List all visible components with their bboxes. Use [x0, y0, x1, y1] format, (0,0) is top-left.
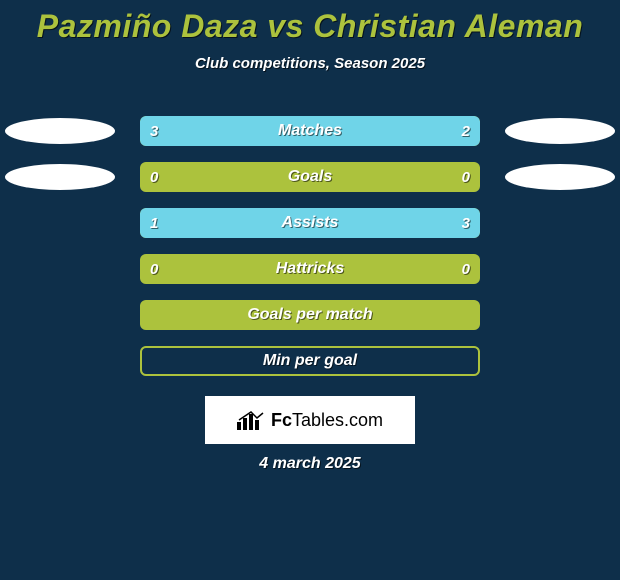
stat-label: Goals per match: [140, 300, 480, 330]
chart-area: Matches32Goals00Assists13Hattricks00Goal…: [0, 108, 620, 384]
stat-bar: Goals per match: [140, 300, 480, 330]
stat-bar: Matches32: [140, 116, 480, 146]
stat-row-assists: Assists13: [0, 200, 620, 246]
fctables-logo: FcTables.com: [205, 396, 415, 444]
team-right-oval: [505, 118, 615, 144]
logo-text: FcTables.com: [271, 410, 383, 431]
stat-row-mpg: Min per goal: [0, 338, 620, 384]
value-left: 0: [150, 162, 158, 192]
value-right: 0: [462, 162, 470, 192]
page-title: Pazmiño Daza vs Christian Aleman: [0, 0, 620, 45]
stat-label: Min per goal: [142, 348, 478, 374]
comparison-infographic: Pazmiño Daza vs Christian Aleman Club co…: [0, 0, 620, 580]
bar-fill-right: [344, 116, 480, 146]
stat-label: Goals: [140, 162, 480, 192]
team-left-oval: [5, 164, 115, 190]
stat-bar: Assists13: [140, 208, 480, 238]
stat-bar: Goals0 0: [140, 162, 480, 192]
team-right-oval: [505, 164, 615, 190]
value-left: 0: [150, 254, 158, 284]
stat-row-goals: Goals0 0: [0, 154, 620, 200]
stat-bar: Hattricks0 0: [140, 254, 480, 284]
bar-fill-right: [225, 208, 480, 238]
bar-fill-left: [140, 208, 225, 238]
bar-chart-icon: [237, 410, 265, 430]
subtitle: Club competitions, Season 2025: [0, 55, 620, 72]
stat-bar: Min per goal: [140, 346, 480, 376]
stat-row-hattricks: Hattricks0 0: [0, 246, 620, 292]
team-left-oval: [5, 118, 115, 144]
stat-row-matches: Matches32: [0, 108, 620, 154]
value-right: 0: [462, 254, 470, 284]
bar-fill-left: [140, 116, 344, 146]
stat-row-gpm: Goals per match: [0, 292, 620, 338]
stat-label: Hattricks: [140, 254, 480, 284]
date-label: 4 march 2025: [0, 455, 620, 473]
